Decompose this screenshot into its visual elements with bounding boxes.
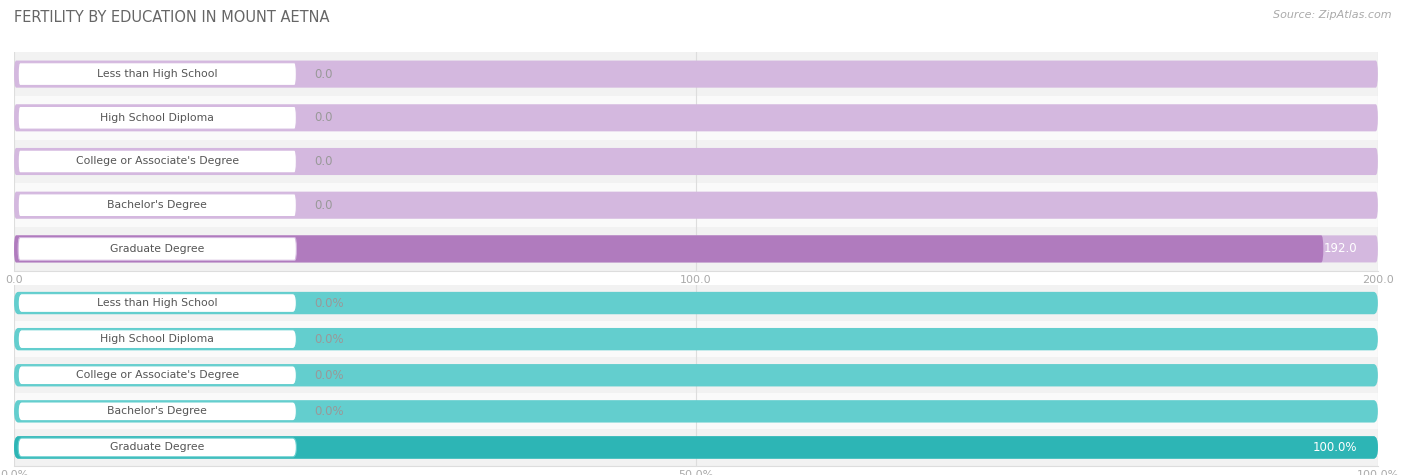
Bar: [14, 52, 1378, 96]
Bar: [14, 140, 1378, 183]
FancyBboxPatch shape: [14, 60, 1378, 88]
Bar: [14, 96, 1378, 140]
FancyBboxPatch shape: [14, 191, 1378, 219]
FancyBboxPatch shape: [18, 330, 297, 349]
FancyBboxPatch shape: [18, 402, 297, 421]
Text: 0.0: 0.0: [314, 67, 333, 81]
Text: 0.0: 0.0: [314, 111, 333, 124]
FancyBboxPatch shape: [18, 238, 297, 260]
FancyBboxPatch shape: [14, 436, 1378, 459]
Text: 0.0: 0.0: [314, 155, 333, 168]
FancyBboxPatch shape: [14, 400, 1378, 423]
Text: Bachelor's Degree: Bachelor's Degree: [107, 406, 207, 417]
Bar: [14, 183, 1378, 227]
Text: Less than High School: Less than High School: [97, 69, 218, 79]
Text: Less than High School: Less than High School: [97, 298, 218, 308]
Text: FERTILITY BY EDUCATION IN MOUNT AETNA: FERTILITY BY EDUCATION IN MOUNT AETNA: [14, 10, 329, 25]
FancyBboxPatch shape: [14, 235, 1323, 263]
Bar: [14, 285, 1378, 321]
Text: Bachelor's Degree: Bachelor's Degree: [107, 200, 207, 210]
FancyBboxPatch shape: [18, 438, 297, 457]
FancyBboxPatch shape: [14, 148, 1378, 175]
FancyBboxPatch shape: [14, 104, 1378, 132]
Text: 0.0: 0.0: [314, 199, 333, 212]
Text: 0.0%: 0.0%: [314, 296, 343, 310]
FancyBboxPatch shape: [14, 436, 1378, 459]
Text: College or Associate's Degree: College or Associate's Degree: [76, 370, 239, 380]
Text: 0.0%: 0.0%: [314, 332, 343, 346]
FancyBboxPatch shape: [14, 235, 1378, 263]
FancyBboxPatch shape: [18, 294, 297, 313]
Text: College or Associate's Degree: College or Associate's Degree: [76, 156, 239, 167]
Text: 0.0%: 0.0%: [314, 405, 343, 418]
Text: High School Diploma: High School Diploma: [100, 334, 214, 344]
Text: 100.0%: 100.0%: [1313, 441, 1357, 454]
Bar: [14, 227, 1378, 271]
FancyBboxPatch shape: [18, 63, 297, 86]
Bar: [14, 357, 1378, 393]
FancyBboxPatch shape: [14, 364, 1378, 387]
FancyBboxPatch shape: [18, 194, 297, 217]
FancyBboxPatch shape: [18, 366, 297, 385]
FancyBboxPatch shape: [14, 328, 1378, 351]
Text: Source: ZipAtlas.com: Source: ZipAtlas.com: [1274, 10, 1392, 19]
Text: Graduate Degree: Graduate Degree: [110, 244, 204, 254]
FancyBboxPatch shape: [18, 106, 297, 129]
FancyBboxPatch shape: [14, 292, 1378, 314]
Text: Graduate Degree: Graduate Degree: [110, 442, 204, 453]
Text: High School Diploma: High School Diploma: [100, 113, 214, 123]
Bar: [14, 393, 1378, 429]
FancyBboxPatch shape: [18, 150, 297, 173]
Bar: [14, 429, 1378, 466]
Text: 0.0%: 0.0%: [314, 369, 343, 382]
Bar: [14, 321, 1378, 357]
Text: 192.0: 192.0: [1324, 242, 1357, 256]
